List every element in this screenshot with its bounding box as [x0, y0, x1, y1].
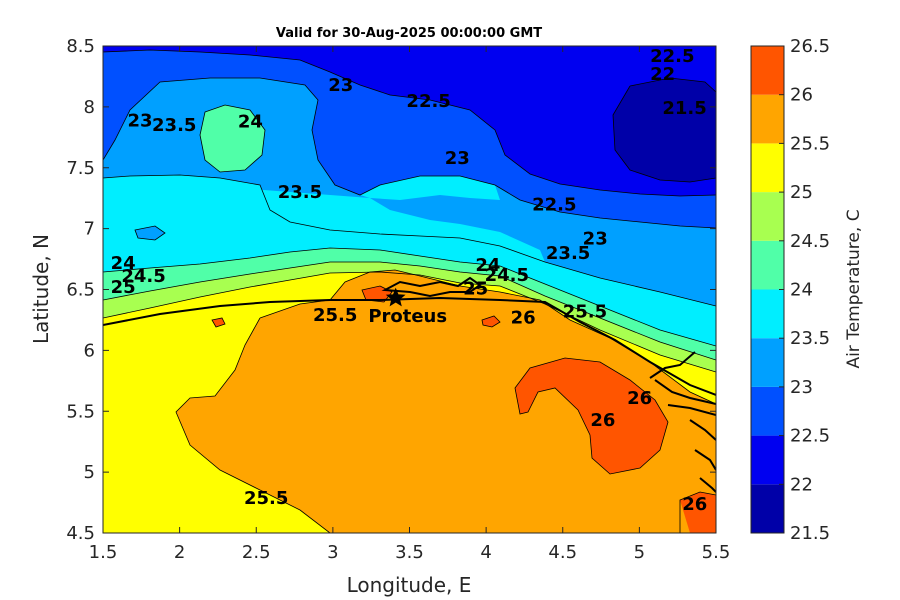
colorbar-tick-label: 25: [790, 182, 813, 203]
x-tick-label: 4.5: [548, 542, 577, 563]
colorbar-tick-label: 24.5: [790, 231, 830, 252]
contour-label: 24: [111, 253, 136, 274]
colorbar-swatch: [751, 338, 784, 387]
chart-title: Valid for 30-Aug-2025 00:00:00 GMT: [276, 26, 542, 41]
contour-label: 23.5: [546, 243, 590, 264]
colorbar-label: Air Temperature, C: [844, 209, 864, 368]
station-marker: Proteus: [368, 287, 447, 327]
contour-lines: [103, 49, 716, 533]
y-axis-label: Latitude, N: [29, 234, 53, 344]
contour-label: 25.5: [313, 305, 357, 326]
colorbar-tick-label: 25.5: [790, 133, 830, 154]
colorbar-tick-label: 22.5: [790, 426, 830, 447]
x-tick-label: 4: [480, 542, 491, 563]
colorbar-swatch: [751, 240, 784, 290]
contour-label: 23: [583, 228, 608, 249]
contour-label: 26: [627, 388, 652, 409]
colorbar-swatch: [751, 94, 784, 144]
colorbar-tick-label: 23: [790, 377, 813, 398]
x-tick-label: 2: [174, 542, 185, 563]
y-tick-label: 6.5: [66, 280, 95, 301]
colorbar-swatch: [751, 386, 784, 436]
x-tick-label: 5.5: [702, 542, 731, 563]
x-axis-ticks: 1.5 2 2.5 3 3.5 4 4.5 5 5.5: [89, 46, 731, 563]
colorbar-tick-label: 26.5: [790, 36, 830, 57]
colorbar: 21.5 22 22.5 23 23.5 24 24.5 25 25.5 26 26.5: [750, 36, 830, 544]
contour-label: 24: [475, 255, 500, 276]
y-axis-ticks: 4.5 5 5.5 6 6.5 7 7.5 8 8.5: [66, 36, 716, 544]
band-26-26.5-b: [680, 492, 716, 533]
y-tick-label: 5.5: [66, 401, 95, 422]
y-tick-label: 8: [84, 97, 95, 118]
contour-label: 25: [463, 278, 488, 299]
contour-label: 25.5: [563, 302, 607, 323]
x-tick-label: 1.5: [89, 542, 118, 563]
y-tick-label: 7: [84, 219, 95, 240]
contour-label: 23: [445, 148, 470, 169]
contour-label: 23.5: [152, 115, 196, 136]
y-tick-label: 6: [84, 340, 95, 361]
contour-label: 22.5: [532, 194, 576, 215]
colorbar-swatch: [751, 46, 784, 95]
contour-label: 25: [111, 277, 136, 298]
x-tick-label: 3.5: [395, 542, 424, 563]
contour-label: 24: [238, 112, 263, 133]
x-tick-label: 2.5: [242, 542, 271, 563]
colorbar-tick-label: 21.5: [790, 523, 830, 544]
colorbar-swatch: [751, 192, 784, 241]
colorbar-tick-label: 23.5: [790, 328, 830, 349]
station-label: Proteus: [368, 306, 447, 327]
contour-label: 24.5: [121, 266, 165, 287]
band-21.5-22: [613, 78, 716, 182]
pocket-23.5-a: [103, 175, 545, 262]
contour-label: 26: [511, 308, 536, 329]
pocket-23-b: [135, 226, 165, 240]
y-tick-label: 7.5: [66, 158, 95, 179]
coastline: [103, 276, 716, 493]
contour-label: 22.5: [650, 46, 694, 67]
contour-label: 24.5: [485, 265, 529, 286]
contour-label: 23: [128, 110, 153, 131]
contour-label: 26: [590, 410, 615, 431]
plot-area: [103, 46, 716, 533]
contour-label: 22: [650, 64, 675, 85]
y-tick-label: 4.5: [66, 523, 95, 544]
band-25.5-26: [176, 270, 716, 533]
contour-label: 23.5: [278, 182, 322, 203]
band-22-22.5: [103, 46, 716, 196]
colorbar-swatch: [751, 143, 784, 193]
colorbar-swatch: [751, 289, 784, 339]
colorbar-swatch: [751, 435, 784, 485]
y-tick-label: 8.5: [66, 36, 95, 57]
x-axis-label: Longitude, E: [347, 573, 472, 597]
colorbar-tick-label: 24: [790, 280, 813, 301]
contour-label: 23: [328, 75, 353, 96]
colorbar-tick-label: 22: [790, 474, 813, 495]
band-26-26.5-a: [515, 358, 668, 474]
y-tick-label: 5: [84, 462, 95, 483]
pocket-24-a: [200, 105, 265, 172]
colorbar-tick-label: 26: [790, 85, 813, 106]
contour-label: 26: [682, 494, 707, 515]
contour-label: 22.5: [406, 91, 450, 112]
x-tick-label: 3: [327, 542, 338, 563]
contour-label: 25.5: [244, 488, 288, 509]
colorbar-swatch: [751, 484, 784, 533]
x-tick-label: 5: [634, 542, 645, 563]
station-star-icon: [385, 287, 406, 307]
contour-label: 21.5: [662, 98, 706, 119]
